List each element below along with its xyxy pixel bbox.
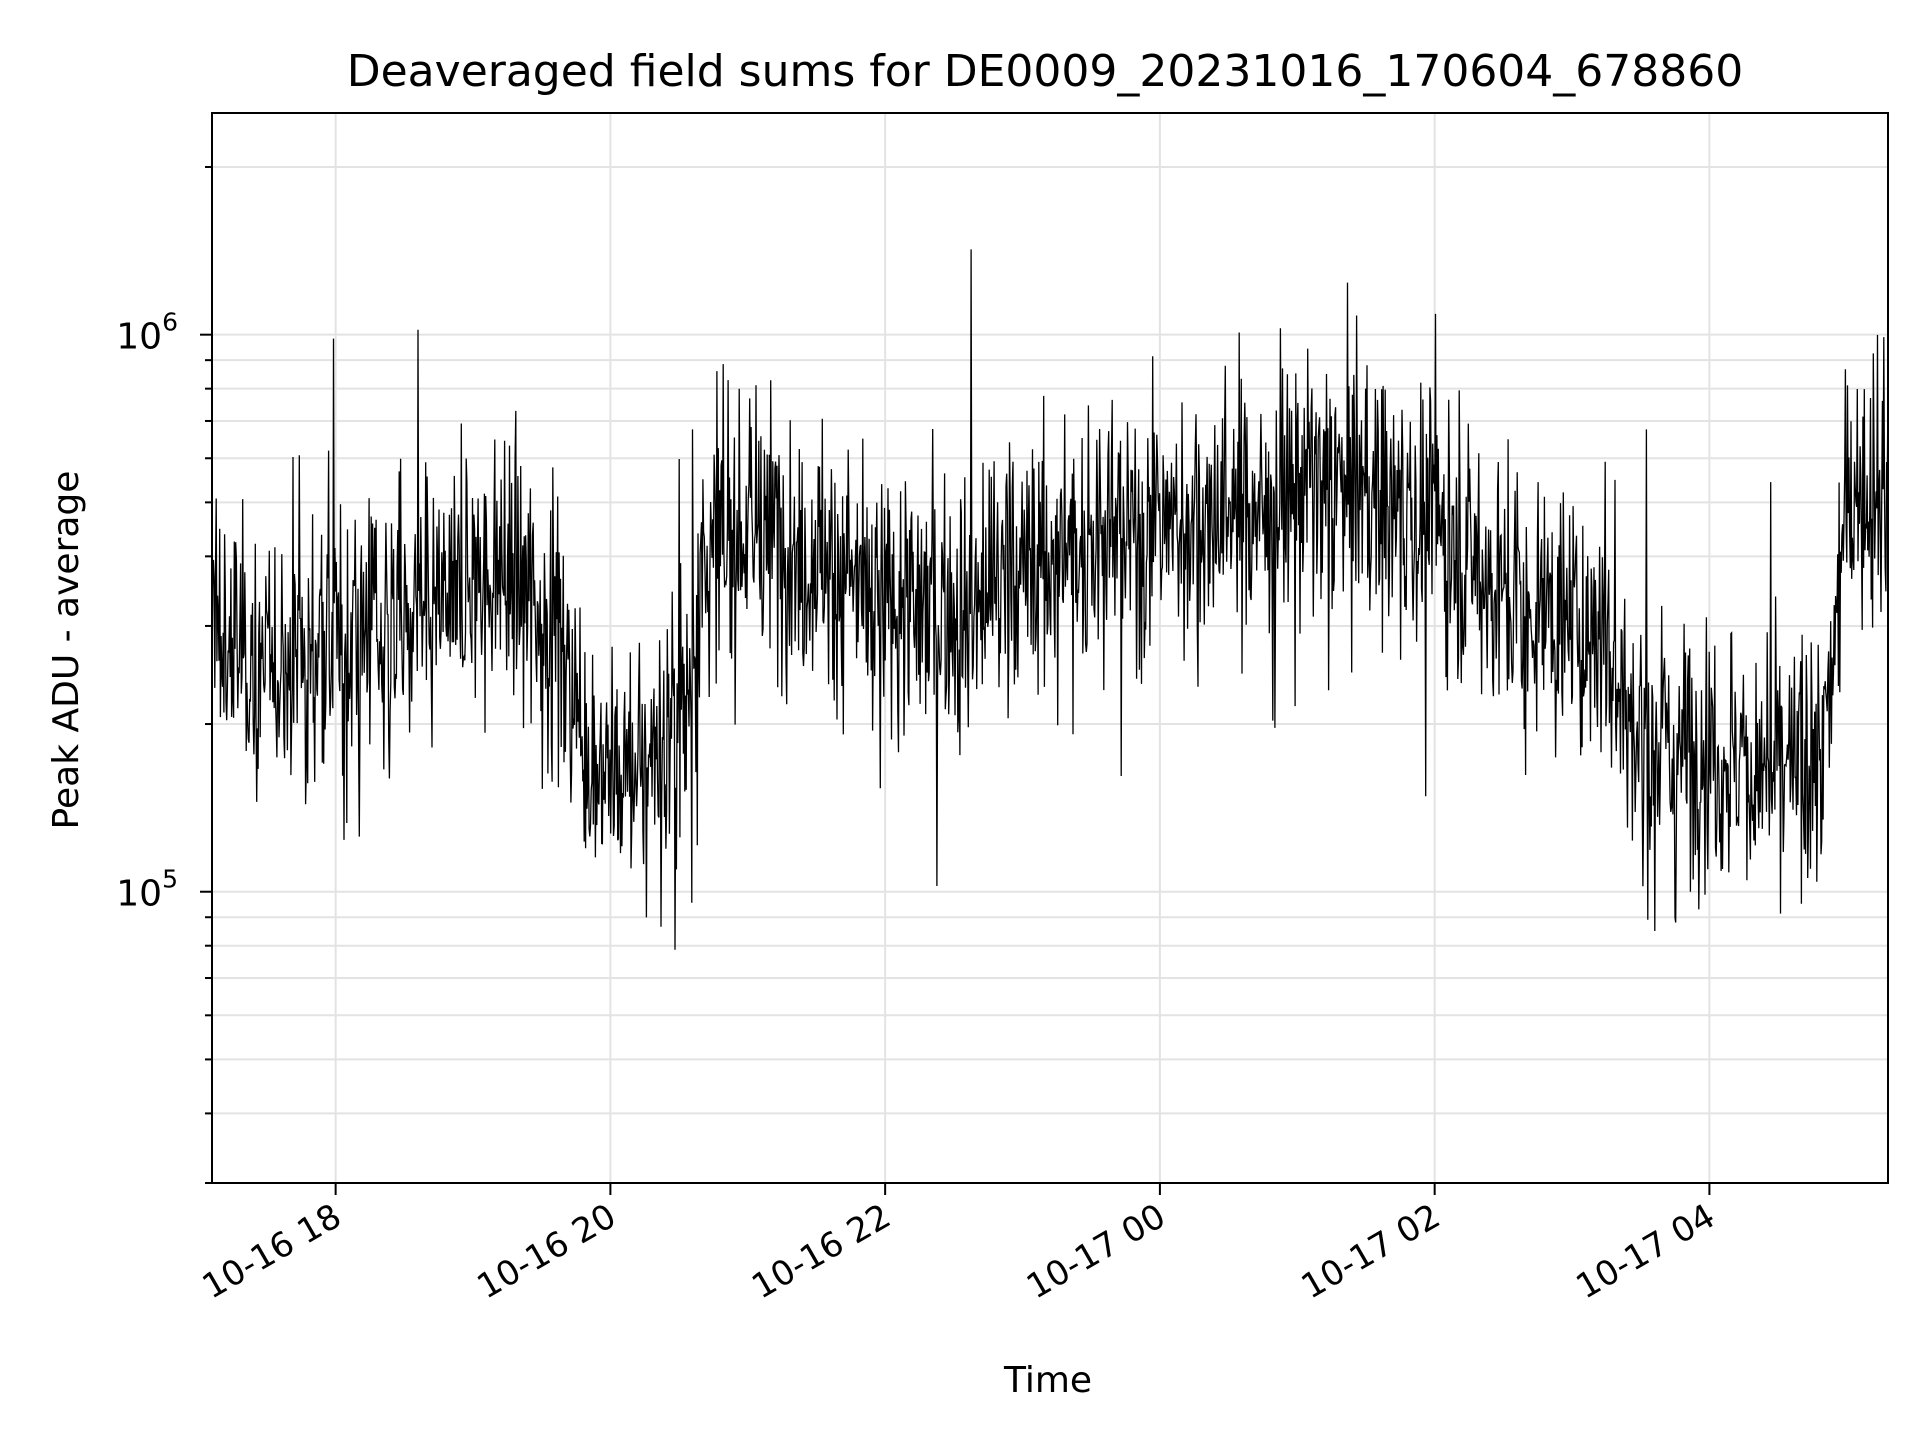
y-tick-base: 10	[116, 317, 162, 358]
x-axis-label: Time	[1003, 1360, 1092, 1401]
series-line	[211, 249, 1889, 950]
x-tick-label: 10-17 04	[1570, 1196, 1722, 1307]
chart-title: Deaveraged field sums for DE0009_2023101…	[347, 46, 1744, 97]
y-axis-label: Peak ADU - average	[46, 471, 87, 830]
x-tick-label: 10-16 22	[745, 1196, 897, 1307]
x-tick-label: 10-17 00	[1020, 1196, 1172, 1307]
y-tick-exponent: 6	[162, 308, 178, 337]
x-ticks: 10-16 18 10-16 20 10-16 22 10-17 00 10-17 02…	[196, 1183, 1722, 1307]
x-tick-label: 10-17 02	[1295, 1196, 1447, 1307]
series-trace	[211, 249, 1889, 950]
y-tick-label: 106	[116, 308, 178, 358]
x-tick-label: 10-16 20	[470, 1196, 622, 1307]
y-tick-exponent: 5	[162, 865, 178, 894]
plot-frame	[211, 112, 1889, 1184]
x-tick-label: 10-16 18	[196, 1196, 348, 1307]
y-tick-base: 10	[116, 874, 162, 915]
y-tick-label: 105	[116, 865, 178, 915]
grid-lines	[212, 113, 1888, 1184]
